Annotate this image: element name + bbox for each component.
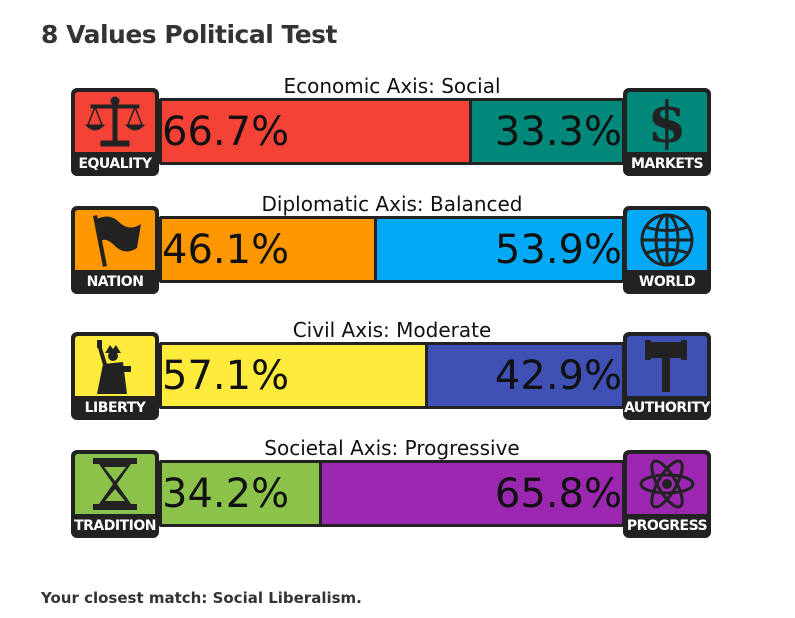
right-percent: 33.3% [494, 108, 622, 155]
left-percent: 46.1% [162, 226, 290, 273]
gavel-icon [627, 336, 707, 396]
globe-icon [627, 210, 707, 270]
atom-icon [627, 454, 707, 514]
axis-label: Societal Axis: Progressive [264, 436, 520, 460]
progress-badge: PROGRESS [623, 450, 711, 538]
hourglass-icon [75, 454, 155, 514]
authority-label: AUTHORITY [623, 400, 711, 416]
equality-label: EQUALITY [78, 156, 152, 172]
axis-economic: Economic Axis: Social 66.7% 33.3% [71, 74, 713, 184]
liberty-badge: LIBERTY [71, 332, 159, 420]
left-percent: 57.1% [162, 352, 290, 399]
equality-badge: EQUALITY [71, 88, 159, 176]
world-badge: WORLD [623, 206, 711, 294]
flag-icon [75, 210, 155, 270]
left-percent: 34.2% [162, 470, 290, 517]
axis-diplomatic: Diplomatic Axis: Balanced 46.1% 53.9% NA… [71, 192, 713, 302]
statue-of-liberty-icon [75, 336, 155, 396]
world-label: WORLD [638, 274, 696, 290]
left-percent: 66.7% [162, 108, 290, 155]
authority-badge: AUTHORITY [623, 332, 711, 420]
right-percent: 53.9% [494, 226, 622, 273]
dollar-icon: $ [627, 92, 707, 152]
axis-bar: 34.2% 65.8% [159, 460, 625, 527]
tradition-badge: TRADITION [71, 450, 159, 538]
axis-bar: 46.1% 53.9% [159, 216, 625, 283]
axis-bar: 66.7% 33.3% [159, 98, 625, 165]
markets-label: MARKETS [630, 156, 704, 172]
axis-civil: Civil Axis: Moderate 57.1% 42.9% LIBERTY [71, 318, 713, 428]
bar-right-segment: 42.9% [428, 345, 622, 406]
axis-societal: Societal Axis: Progressive 34.2% 65.8% T… [71, 436, 713, 546]
axis-label: Diplomatic Axis: Balanced [261, 192, 523, 216]
markets-badge: $ MARKETS [623, 88, 711, 176]
bar-right-segment: 65.8% [322, 463, 622, 524]
progress-label: PROGRESS [626, 518, 708, 534]
svg-text:$: $ [648, 94, 687, 150]
bar-right-segment: 53.9% [377, 219, 622, 280]
bar-left-segment: 34.2% [162, 463, 319, 524]
axis-bar: 57.1% 42.9% [159, 342, 625, 409]
page-title: 8 Values Political Test [41, 20, 338, 49]
axis-label: Civil Axis: Moderate [292, 318, 492, 342]
nation-badge: NATION [71, 206, 159, 294]
axis-label: Economic Axis: Social [283, 74, 501, 98]
closest-match-text: Your closest match: Social Liberalism. [41, 589, 362, 607]
liberty-label: LIBERTY [84, 400, 146, 416]
bar-right-segment: 33.3% [472, 101, 622, 162]
right-percent: 42.9% [494, 352, 622, 399]
scales-icon [75, 92, 155, 152]
bar-left-segment: 57.1% [162, 345, 425, 406]
bar-left-segment: 66.7% [162, 101, 469, 162]
right-percent: 65.8% [494, 470, 622, 517]
bar-left-segment: 46.1% [162, 219, 374, 280]
tradition-label: TRADITION [74, 518, 156, 534]
nation-label: NATION [86, 274, 144, 290]
